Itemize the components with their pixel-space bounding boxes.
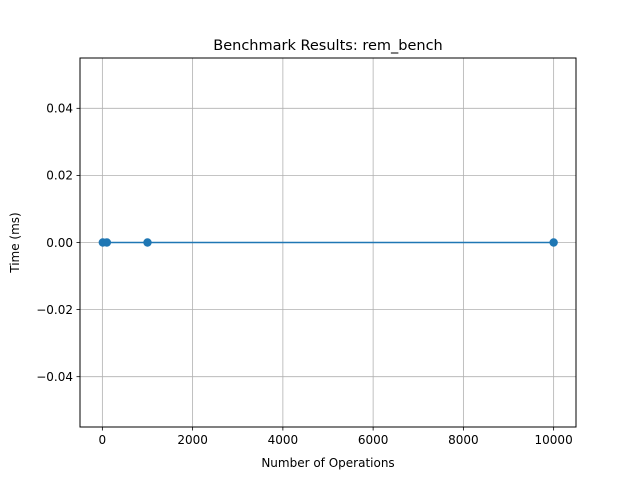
y-axis-label: Time (ms) — [8, 212, 22, 274]
x-tick-label: 6000 — [358, 433, 389, 447]
x-axis-ticks: 0 2000 4000 6000 8000 10000 — [99, 427, 573, 447]
y-tick-label: −0.04 — [36, 370, 73, 384]
x-tick-label: 0 — [99, 433, 107, 447]
y-tick-label: −0.02 — [36, 303, 73, 317]
y-tick-label: 0.04 — [46, 102, 73, 116]
markers-layer — [98, 238, 558, 247]
x-axis-label: Number of Operations — [261, 456, 394, 470]
chart-title: Benchmark Results: rem_bench — [213, 38, 442, 54]
x-tick-label: 2000 — [177, 433, 208, 447]
x-tick-label: 10000 — [535, 433, 573, 447]
data-point — [102, 238, 112, 247]
data-point — [549, 238, 558, 247]
y-axis-ticks: −0.04 −0.02 0.00 0.02 0.04 — [36, 102, 80, 384]
x-tick-label: 8000 — [448, 433, 479, 447]
x-tick-label: 4000 — [268, 433, 299, 447]
data-point — [143, 238, 152, 247]
y-tick-label: 0.00 — [46, 236, 73, 250]
y-tick-label: 0.02 — [46, 169, 73, 183]
